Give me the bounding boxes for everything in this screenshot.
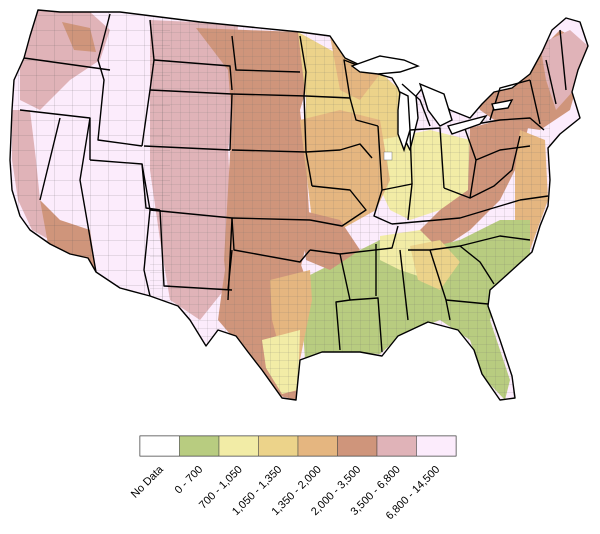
legend-swatch-3 [258, 435, 299, 457]
legend-swatch-2 [218, 435, 259, 457]
legend-swatch-0 [139, 435, 180, 457]
map-fill-layer [10, 10, 588, 400]
legend-swatch-4 [297, 435, 338, 457]
no-data-county [383, 151, 393, 161]
legend-swatch-6 [376, 435, 417, 457]
great-lakes [350, 55, 514, 153]
legend-label-0: No Data [129, 463, 167, 501]
lake-michigan [397, 90, 411, 153]
lake-superior [350, 55, 420, 75]
lake-erie [446, 114, 488, 135]
legend-label-1: 0 - 700 [173, 464, 206, 497]
legend-swatch-7 [416, 435, 457, 457]
legend-swatch-5 [337, 435, 378, 457]
legend-swatch-1 [179, 435, 220, 457]
lake-huron [418, 82, 453, 127]
state-boundaries [9, 9, 589, 401]
lake-ontario [491, 99, 514, 111]
